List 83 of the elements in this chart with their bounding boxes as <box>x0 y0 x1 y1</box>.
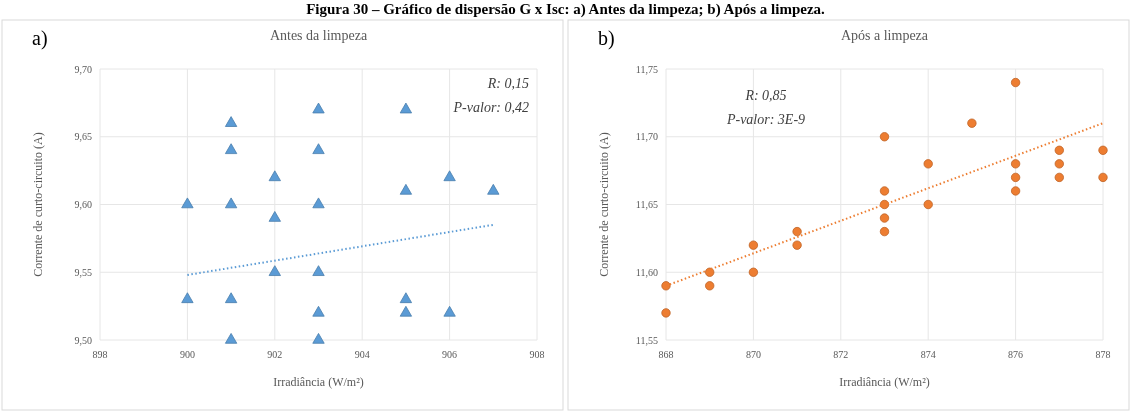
point <box>1098 145 1108 155</box>
text: Figura 30 – Gráfico de dispersão G x Isc: a) Antes da limpeza; b) Após a limpeza. <box>306 1 826 18</box>
chart-title: Antes da limpeza <box>269 28 368 43</box>
point <box>705 281 715 291</box>
x-tick-label: 908 <box>529 349 545 360</box>
y-tick-label: 9,55 <box>74 266 92 278</box>
point <box>399 292 413 304</box>
point <box>312 333 325 344</box>
y-axis-title: Corrente de curto-circuito (A) <box>31 132 45 277</box>
point <box>312 102 325 114</box>
point <box>792 226 802 237</box>
point <box>879 213 890 223</box>
point <box>224 197 238 209</box>
y-tick-label: 9,70 <box>74 63 92 75</box>
point <box>268 211 281 222</box>
annotation: P-valor: 0,42 <box>452 100 529 115</box>
point <box>181 197 194 209</box>
x-axis-title: Irradiância (W/m²) <box>839 375 930 389</box>
point <box>879 226 890 237</box>
point <box>224 143 238 154</box>
point <box>661 281 671 291</box>
y-tick-label: 11,65 <box>635 199 658 210</box>
point <box>399 183 413 195</box>
y-tick-label: 9,50 <box>74 334 92 346</box>
point <box>312 197 325 209</box>
x-tick-label: 878 <box>1095 349 1111 360</box>
point <box>1010 186 1021 196</box>
annotation: R: 0,15 <box>486 76 529 91</box>
point <box>748 240 759 250</box>
point <box>268 170 281 182</box>
x-tick-label: 874 <box>920 349 936 360</box>
x-tick-label: 872 <box>833 349 849 360</box>
x-tick-label: 904 <box>354 349 370 360</box>
point <box>1010 159 1021 169</box>
y-tick-label: 11,70 <box>635 131 658 143</box>
point <box>312 305 325 317</box>
point <box>312 143 325 154</box>
point <box>661 308 671 318</box>
point <box>443 305 456 317</box>
x-tick-label: 902 <box>267 349 283 360</box>
point <box>705 267 715 277</box>
point <box>224 292 238 304</box>
point <box>1010 77 1021 88</box>
point <box>923 199 933 210</box>
annotation: R: 0,85 <box>744 88 787 103</box>
y-tick-label: 9,65 <box>74 131 92 143</box>
point <box>748 267 759 277</box>
point <box>1054 172 1064 183</box>
point <box>399 305 413 317</box>
point <box>224 116 238 127</box>
point <box>879 186 890 196</box>
y-tick-label: 11,75 <box>635 63 658 75</box>
x-tick-label: 906 <box>442 349 458 360</box>
text: a) <box>32 27 48 50</box>
point <box>268 265 281 276</box>
point <box>224 333 238 344</box>
y-tick-label: 9,60 <box>74 199 92 210</box>
y-axis-title: Corrente de curto-circuito (A) <box>597 132 611 277</box>
point <box>1054 159 1064 169</box>
point <box>923 159 933 169</box>
x-tick-label: 900 <box>179 349 195 360</box>
point <box>879 199 890 210</box>
point <box>792 240 802 250</box>
x-tick-label: 876 <box>1008 349 1024 360</box>
point <box>1098 172 1108 183</box>
point <box>181 292 194 304</box>
point <box>312 265 325 276</box>
y-tick-label: 11,60 <box>635 266 658 278</box>
point <box>443 170 456 182</box>
x-axis-title: Irradiância (W/m²) <box>273 375 364 389</box>
point <box>1010 172 1021 183</box>
x-tick-label: 898 <box>92 349 108 360</box>
x-tick-label: 870 <box>745 349 761 360</box>
point <box>1054 145 1064 155</box>
point <box>487 183 500 195</box>
x-tick-label: 868 <box>658 349 674 360</box>
point <box>967 118 977 128</box>
chart-title: Após a limpeza <box>840 28 929 43</box>
point <box>399 102 413 114</box>
y-tick-label: 11,55 <box>635 334 658 346</box>
text: b) <box>598 27 615 50</box>
annotation: P-valor: 3E-9 <box>725 112 806 127</box>
point <box>879 132 890 142</box>
